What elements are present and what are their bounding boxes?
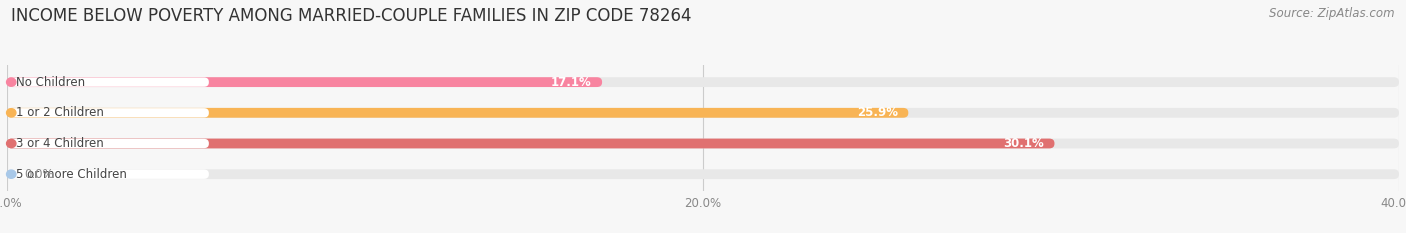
Circle shape [7,109,15,117]
FancyBboxPatch shape [7,139,1399,148]
Text: 3 or 4 Children: 3 or 4 Children [15,137,104,150]
Text: 25.9%: 25.9% [856,106,898,119]
Text: Source: ZipAtlas.com: Source: ZipAtlas.com [1270,7,1395,20]
Text: INCOME BELOW POVERTY AMONG MARRIED-COUPLE FAMILIES IN ZIP CODE 78264: INCOME BELOW POVERTY AMONG MARRIED-COUPL… [11,7,692,25]
FancyBboxPatch shape [7,77,602,87]
FancyBboxPatch shape [7,108,1399,118]
FancyBboxPatch shape [7,77,209,87]
Circle shape [7,139,15,148]
FancyBboxPatch shape [7,108,209,117]
FancyBboxPatch shape [7,139,1054,148]
Text: 30.1%: 30.1% [1004,137,1045,150]
FancyBboxPatch shape [7,169,1399,179]
Text: 17.1%: 17.1% [551,76,592,89]
FancyBboxPatch shape [7,139,209,148]
Circle shape [7,170,15,178]
FancyBboxPatch shape [7,77,1399,87]
Text: 1 or 2 Children: 1 or 2 Children [15,106,104,119]
Text: 5 or more Children: 5 or more Children [15,168,127,181]
Circle shape [7,78,15,86]
FancyBboxPatch shape [7,108,908,118]
Text: 0.0%: 0.0% [24,168,53,181]
FancyBboxPatch shape [7,170,209,179]
Text: No Children: No Children [15,76,84,89]
